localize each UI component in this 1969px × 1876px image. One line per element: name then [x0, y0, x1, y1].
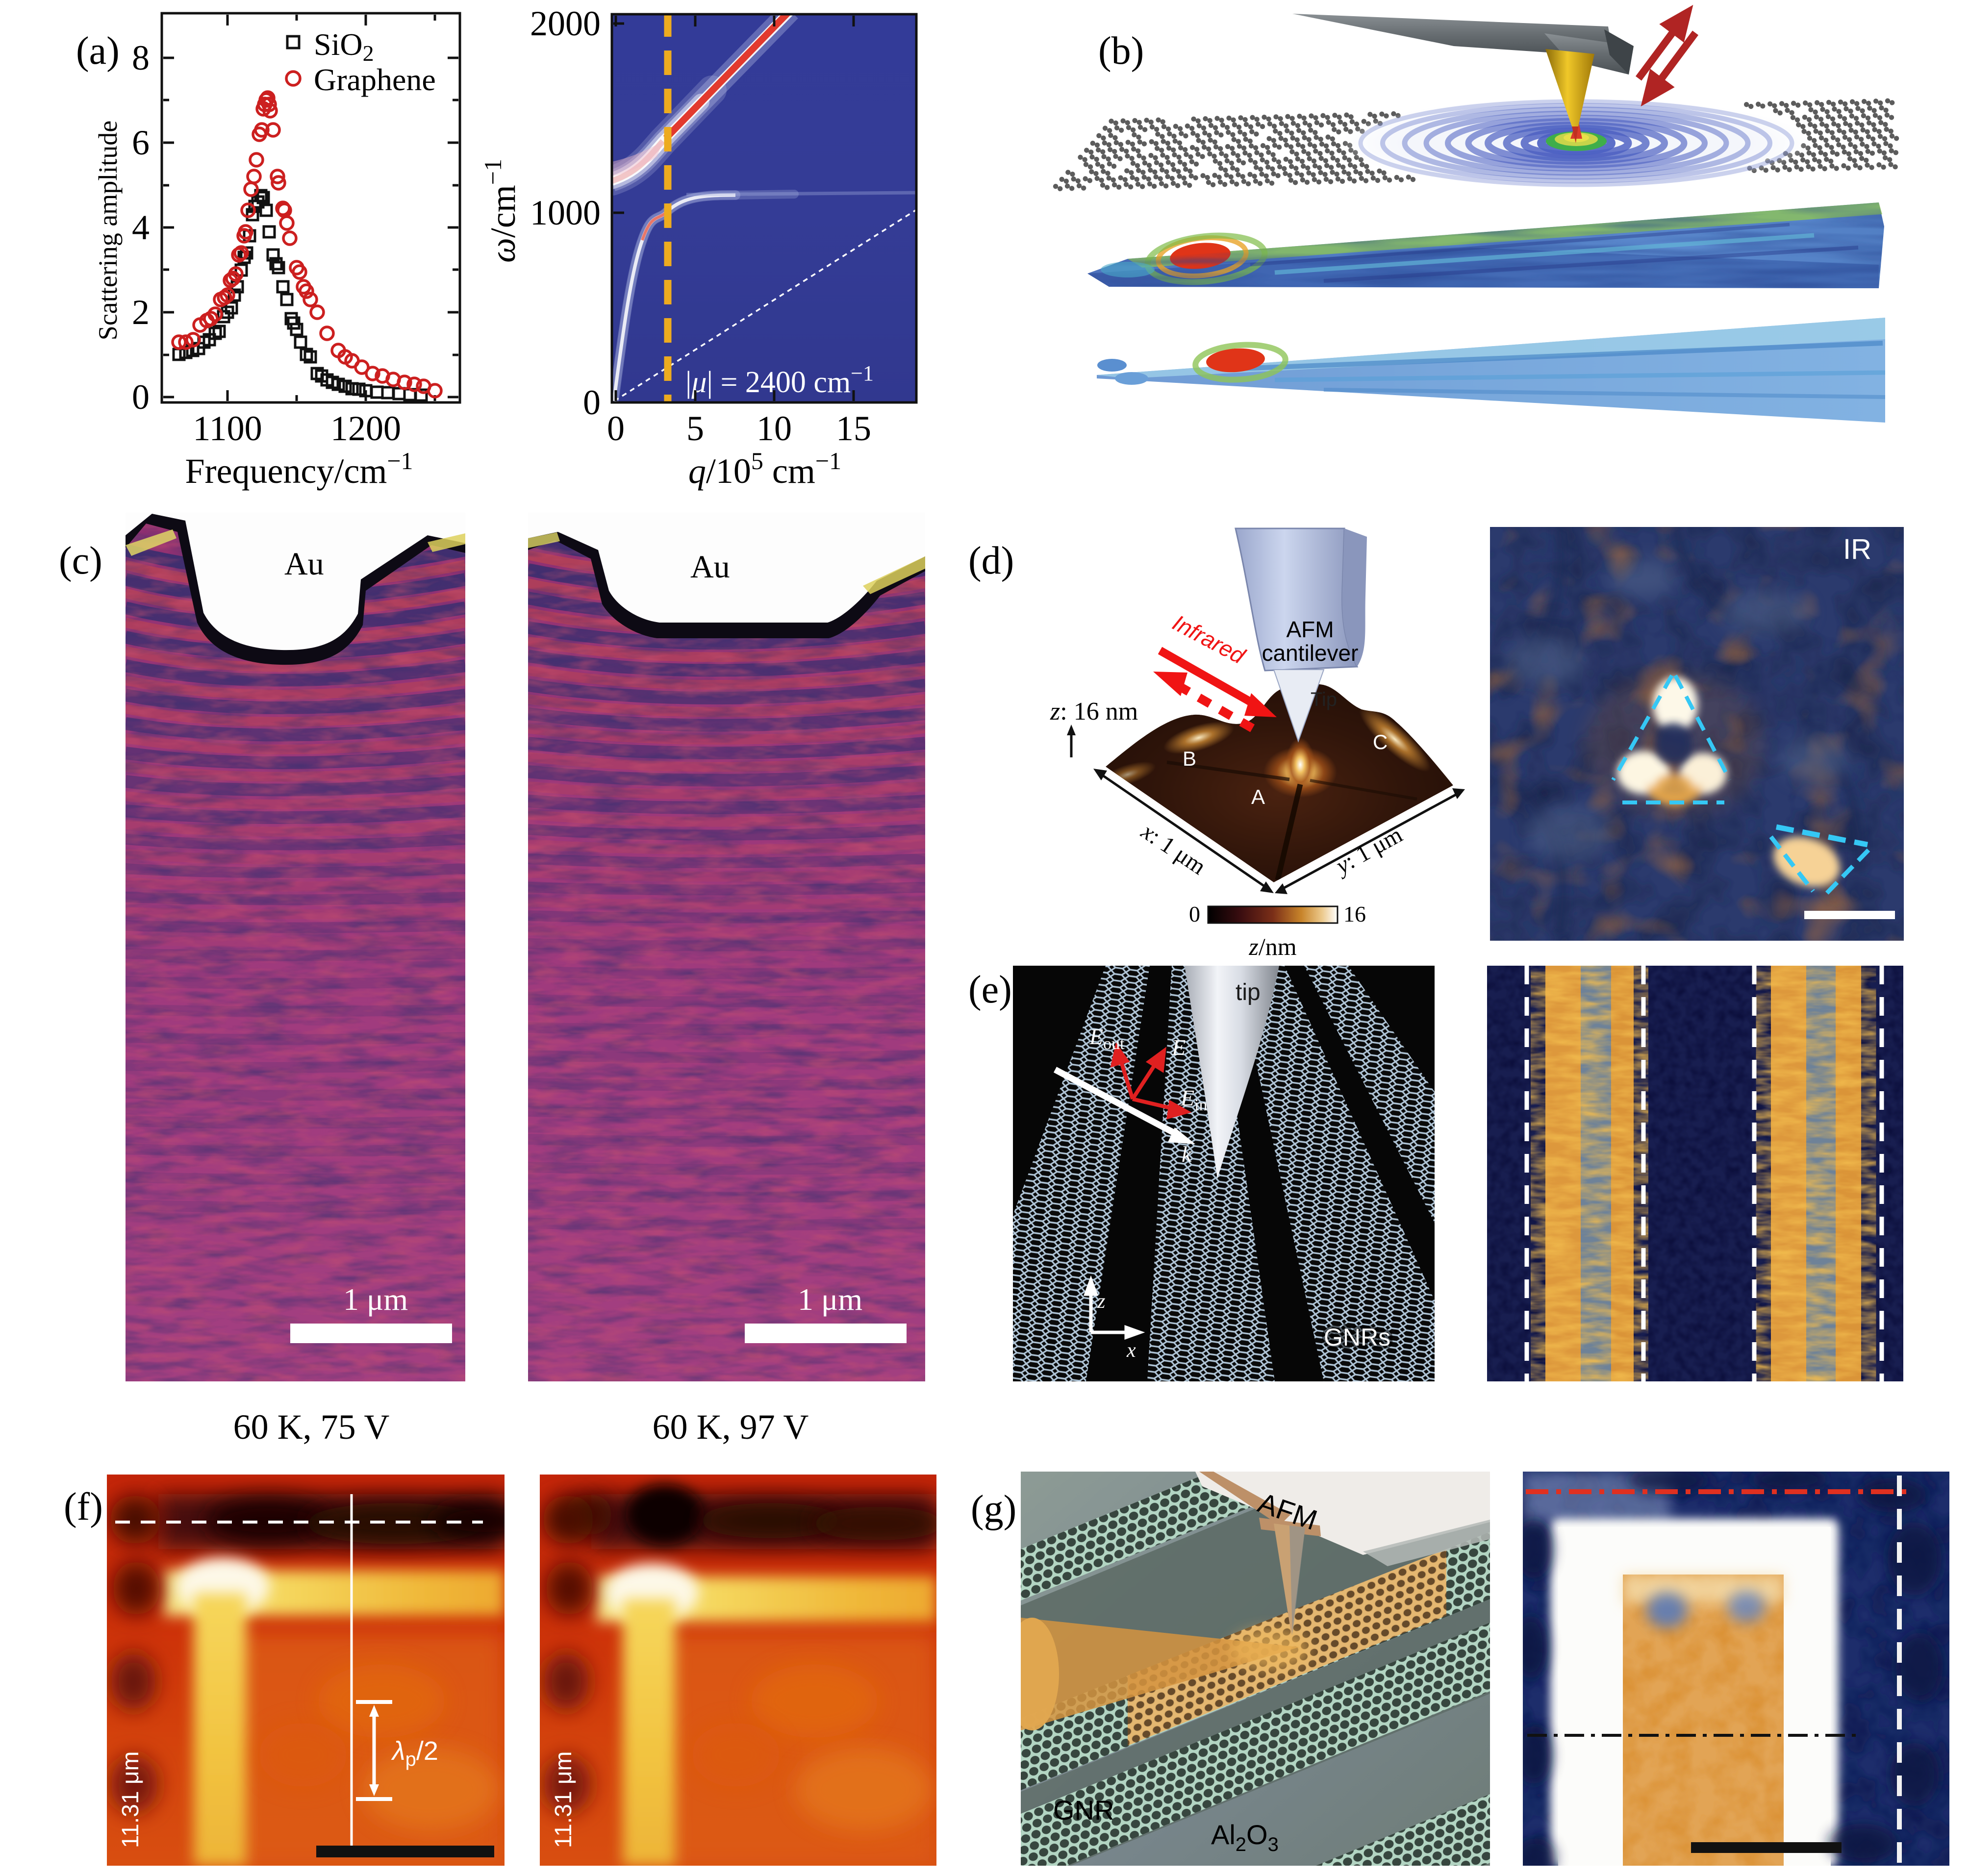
svg-text:AFM: AFM: [1286, 617, 1334, 642]
svg-text:z: z: [1097, 1290, 1105, 1313]
svg-text:k: k: [1182, 1142, 1192, 1167]
svg-text:x: x: [1126, 1339, 1136, 1362]
svg-text:Au: Au: [690, 549, 730, 585]
svg-text:1200: 1200: [330, 409, 401, 448]
svg-text:z/nm: z/nm: [1248, 933, 1296, 960]
svg-text:IR: IR: [1843, 533, 1871, 565]
svg-text:(a): (a): [76, 29, 120, 73]
svg-text:5: 5: [686, 409, 704, 448]
svg-text:GNRs: GNRs: [1324, 1324, 1390, 1351]
svg-text:Graphene: Graphene: [314, 62, 436, 97]
svg-text:(c): (c): [59, 539, 102, 582]
svg-text:0: 0: [583, 383, 601, 422]
svg-text:8: 8: [132, 38, 150, 77]
svg-text:(b): (b): [1098, 29, 1144, 73]
svg-text:(g): (g): [971, 1488, 1016, 1531]
svg-text:1000: 1000: [530, 193, 601, 232]
svg-text:(d): (d): [968, 539, 1014, 582]
svg-text:cantilever: cantilever: [1262, 640, 1359, 666]
svg-text:1 μm: 1 μm: [798, 1282, 862, 1317]
svg-text:60 K, 97 V: 60 K, 97 V: [653, 1407, 809, 1447]
svg-text:(f): (f): [64, 1485, 103, 1528]
svg-text:E: E: [1171, 1035, 1186, 1060]
svg-text:A: A: [1251, 785, 1265, 808]
svg-text:q/105 cm−1: q/105 cm−1: [688, 447, 841, 491]
svg-text:0: 0: [1189, 901, 1200, 926]
svg-text:z: 16 nm: z: 16 nm: [1050, 698, 1138, 725]
svg-text:Scattering amplitude: Scattering amplitude: [93, 121, 123, 340]
svg-text:15: 15: [836, 409, 871, 448]
svg-text:GNRs: GNRs: [1324, 1324, 1390, 1351]
svg-text:B: B: [1183, 747, 1196, 770]
svg-text:16: 16: [1343, 901, 1366, 926]
svg-text:60 K, 75 V: 60 K, 75 V: [233, 1407, 390, 1447]
svg-text:2000: 2000: [530, 4, 601, 43]
svg-text:11.31 μm: 11.31 μm: [551, 1751, 577, 1848]
svg-text:ω/cm−1: ω/cm−1: [479, 159, 523, 263]
svg-text:2: 2: [132, 293, 150, 332]
svg-text:10: 10: [757, 409, 792, 448]
svg-text:|μ| = 2400 cm−1: |μ| = 2400 cm−1: [685, 361, 874, 399]
svg-text:Au: Au: [284, 546, 324, 582]
svg-text:GNR: GNR: [1053, 1795, 1114, 1826]
svg-text:1 μm: 1 μm: [343, 1282, 408, 1317]
svg-text:11.31 μm: 11.31 μm: [118, 1751, 144, 1848]
svg-text:C: C: [1373, 730, 1388, 753]
svg-text:4: 4: [132, 208, 150, 247]
svg-text:λp/2: λp/2: [391, 1736, 438, 1770]
svg-text:6: 6: [132, 123, 150, 162]
svg-text:1100: 1100: [193, 409, 262, 448]
svg-text:tip: tip: [1236, 979, 1261, 1005]
svg-text:0: 0: [132, 377, 150, 417]
svg-text:(e): (e): [968, 968, 1012, 1011]
svg-text:0: 0: [607, 409, 625, 448]
svg-text:Tip: Tip: [1311, 689, 1337, 710]
svg-text:Frequency/cm−1: Frequency/cm−1: [185, 447, 413, 491]
